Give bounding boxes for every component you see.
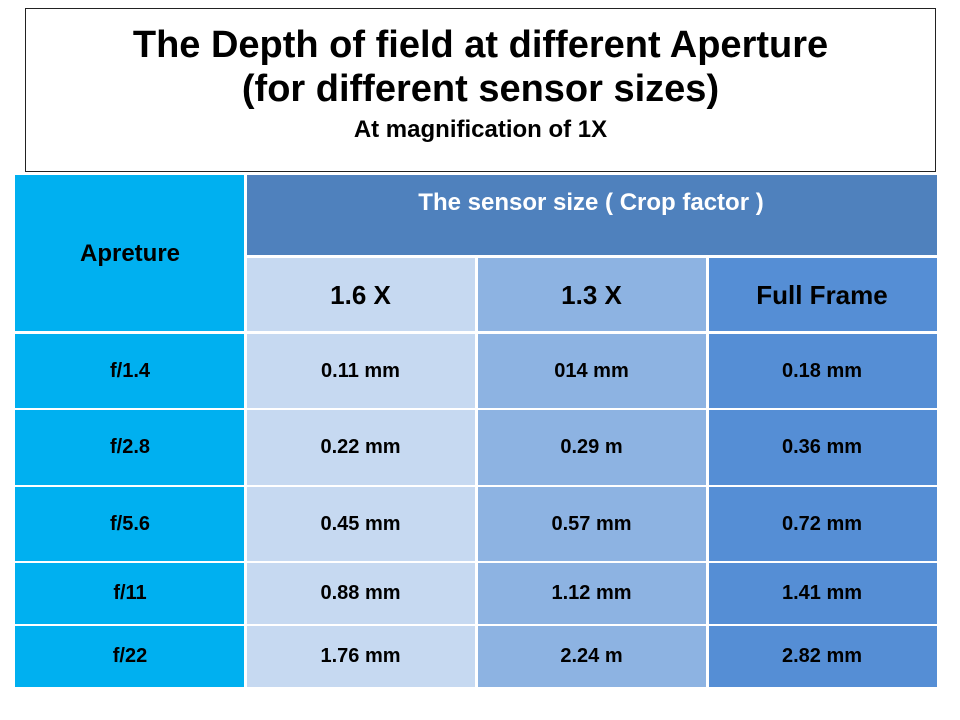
row-4-1-3x: 1.12 mm — [476, 562, 707, 625]
row-2-1-3x: 0.29 m — [476, 409, 707, 486]
subtitle: At magnification of 1X — [353, 116, 608, 143]
row-4-full-frame: 1.41 mm — [707, 562, 937, 625]
row-2-aperture: f/2.8 — [15, 409, 245, 486]
depth-of-field-table: Apreture The sensor size ( Crop factor )… — [15, 175, 937, 687]
grid-divider — [15, 408, 937, 410]
row-4-1-6x: 0.88 mm — [245, 562, 476, 625]
column-header-full-frame: Full Frame — [707, 257, 937, 333]
grid-divider — [15, 485, 937, 487]
row-3-aperture: f/5.6 — [15, 486, 245, 562]
column-header-1-3x: 1.3 X — [476, 257, 707, 333]
row-4-aperture: f/11 — [15, 562, 245, 625]
row-2-1-6x: 0.22 mm — [245, 409, 476, 486]
title-line-2: (for different sensor sizes) — [241, 68, 720, 110]
row-2-full-frame: 0.36 mm — [707, 409, 937, 486]
grid-divider — [15, 561, 937, 563]
sensor-size-group-header: The sensor size ( Crop factor ) — [245, 175, 937, 257]
title-box: The Depth of field at different Aperture… — [25, 8, 936, 172]
grid-divider — [475, 257, 478, 687]
row-1-1-3x: 014 mm — [476, 333, 707, 409]
row-1-1-6x: 0.11 mm — [245, 333, 476, 409]
column-header-1-6x: 1.6 X — [245, 257, 476, 333]
row-3-1-6x: 0.45 mm — [245, 486, 476, 562]
row-1-aperture: f/1.4 — [15, 333, 245, 409]
grid-divider — [15, 331, 937, 334]
grid-divider — [244, 175, 247, 687]
row-5-full-frame: 2.82 mm — [707, 625, 937, 687]
aperture-column-header: Apreture — [15, 175, 245, 333]
grid-divider — [706, 257, 709, 687]
row-5-aperture: f/22 — [15, 625, 245, 687]
row-3-1-3x: 0.57 mm — [476, 486, 707, 562]
row-5-1-3x: 2.24 m — [476, 625, 707, 687]
grid-divider — [15, 624, 937, 626]
title-line-1: The Depth of field at different Aperture — [132, 24, 829, 66]
row-1-full-frame: 0.18 mm — [707, 333, 937, 409]
row-3-full-frame: 0.72 mm — [707, 486, 937, 562]
grid-divider — [244, 255, 937, 258]
row-5-1-6x: 1.76 mm — [245, 625, 476, 687]
